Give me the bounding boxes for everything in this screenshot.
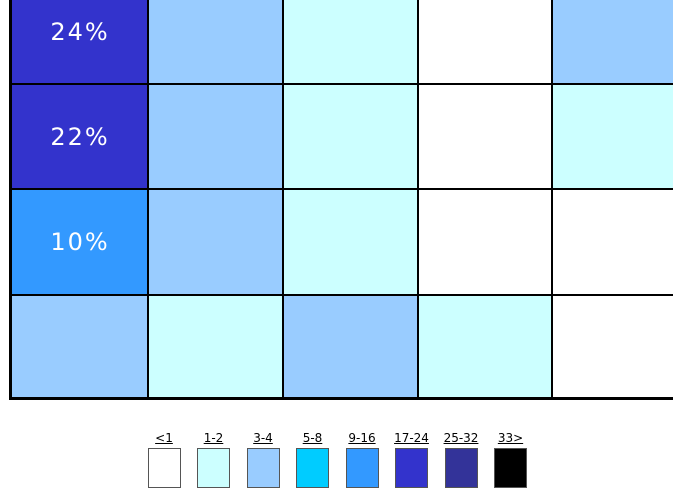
legend-label: 33>: [497, 431, 524, 445]
legend-label: 9-16: [348, 431, 376, 445]
legend-label: <1: [155, 431, 173, 445]
legend-item: 9-16: [344, 432, 380, 488]
heatmap-cell-r1-c3: [418, 84, 552, 189]
heatmap-cell-label: 24%: [50, 18, 110, 46]
grid-line-horizontal: [12, 188, 673, 190]
grid-line-vertical: [551, 0, 553, 397]
legend-label: 5-8: [302, 431, 323, 445]
legend-swatch: [395, 448, 428, 488]
heatmap-cell-r0-c4: [552, 0, 673, 84]
legend-item: 33>: [493, 432, 529, 488]
legend-label: 3-4: [253, 431, 273, 445]
legend-label: 1-2: [203, 431, 224, 445]
heatmap-cell-r0-c2: [283, 0, 418, 84]
heatmap-cell-label: 22%: [50, 122, 110, 151]
legend-item: 1-2: [196, 432, 232, 488]
heatmap-cell-r0-c1: [148, 0, 283, 84]
heatmap-cell-r3-c0: [12, 295, 148, 397]
legend-swatch: [444, 448, 478, 488]
grid-line-vertical: [147, 0, 149, 397]
heatmap-cell-r3-c3: [418, 295, 552, 397]
heatmap-cell-r2-c1: [148, 189, 283, 295]
legend-swatch: [246, 448, 280, 488]
heatmap-cell-r1-c1: [148, 84, 283, 189]
legend-swatch: [296, 448, 329, 488]
legend-item: 3-4: [245, 432, 281, 488]
legend-item: 25-32: [443, 432, 479, 488]
heatmap-cell-r3-c4: [552, 295, 673, 397]
heatmap-cell-r3-c1: [148, 295, 283, 397]
heatmap-cell-r1-c2: [283, 84, 418, 189]
legend-label: 25-32: [443, 431, 479, 445]
legend-label: 17-24: [394, 431, 429, 445]
heatmap-cell-r2-c3: [418, 189, 552, 295]
legend-item: <1: [146, 432, 182, 488]
legend-swatch: [345, 448, 379, 488]
heatmap-grid: 24% 22% 10%: [9, 0, 673, 400]
heatmap-cell-r0-c3: [418, 0, 552, 84]
heatmap-cell-r2-c4: [552, 189, 673, 295]
legend-swatch: [197, 448, 230, 488]
grid-line-vertical: [417, 0, 419, 397]
grid-line-horizontal: [12, 83, 673, 85]
heatmap-cell-r2-c2: [283, 189, 418, 295]
heatmap-cell-r0-c0: 24%: [12, 0, 148, 84]
heatmap-cell-r2-c0: 10%: [12, 189, 148, 295]
grid-line-vertical: [282, 0, 284, 397]
grid-line-horizontal: [12, 294, 673, 296]
legend-swatch: [494, 448, 527, 488]
legend-swatch: [147, 448, 181, 488]
color-legend: <1 1-2 3-4 5-8 9-16 17-24 25-32 33>: [146, 432, 536, 490]
legend-item: 5-8: [295, 432, 331, 488]
heatmap-cell-r3-c2: [283, 295, 418, 397]
heatmap-cell-label: 10%: [50, 228, 110, 256]
legend-item: 17-24: [394, 432, 430, 488]
heatmap-cell-r1-c0: 22%: [12, 84, 148, 189]
heatmap-cell-r1-c4: [552, 84, 673, 189]
